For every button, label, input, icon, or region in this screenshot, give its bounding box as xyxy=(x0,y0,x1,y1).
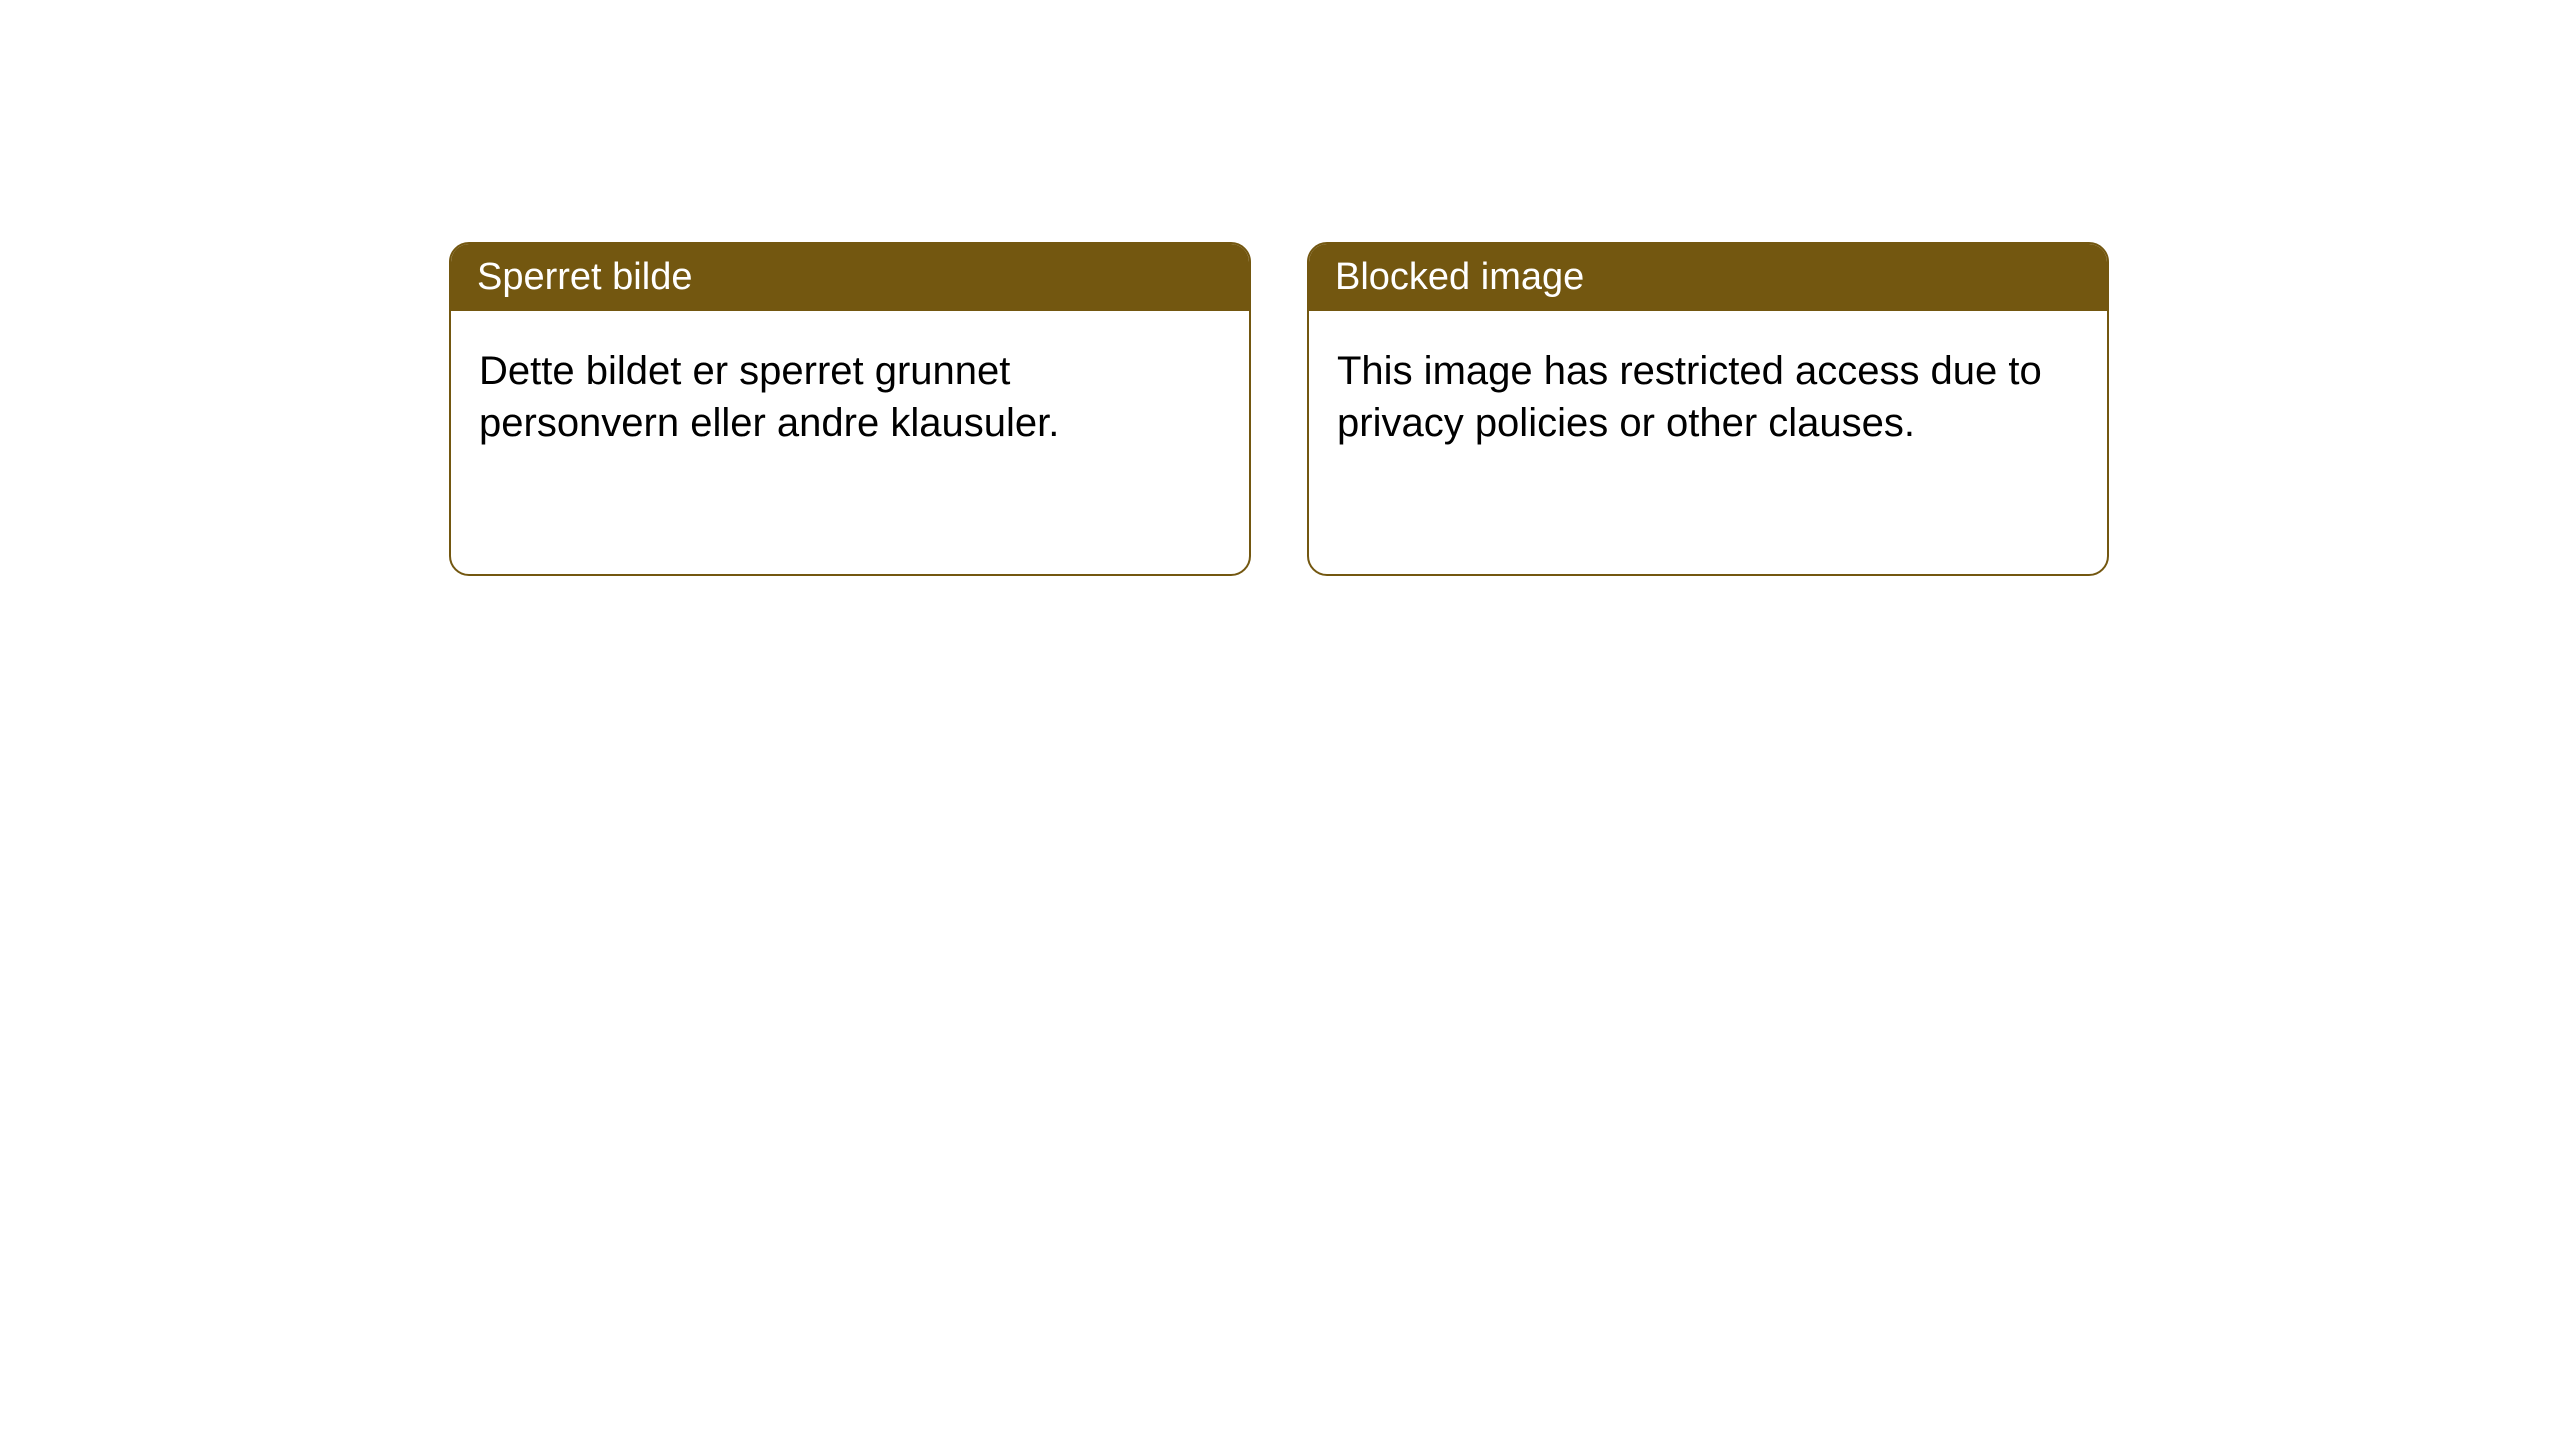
notice-header-norwegian: Sperret bilde xyxy=(451,244,1249,311)
notice-header-english: Blocked image xyxy=(1309,244,2107,311)
notice-container: Sperret bilde Dette bildet er sperret gr… xyxy=(0,0,2560,576)
notice-title-english: Blocked image xyxy=(1335,256,1584,298)
notice-card-english: Blocked image This image has restricted … xyxy=(1307,242,2109,576)
notice-body-english: This image has restricted access due to … xyxy=(1309,311,2107,483)
notice-title-norwegian: Sperret bilde xyxy=(477,256,692,298)
notice-body-norwegian: Dette bildet er sperret grunnet personve… xyxy=(451,311,1249,483)
notice-card-norwegian: Sperret bilde Dette bildet er sperret gr… xyxy=(449,242,1251,576)
notice-message-english: This image has restricted access due to … xyxy=(1337,349,2042,445)
notice-message-norwegian: Dette bildet er sperret grunnet personve… xyxy=(479,349,1059,445)
